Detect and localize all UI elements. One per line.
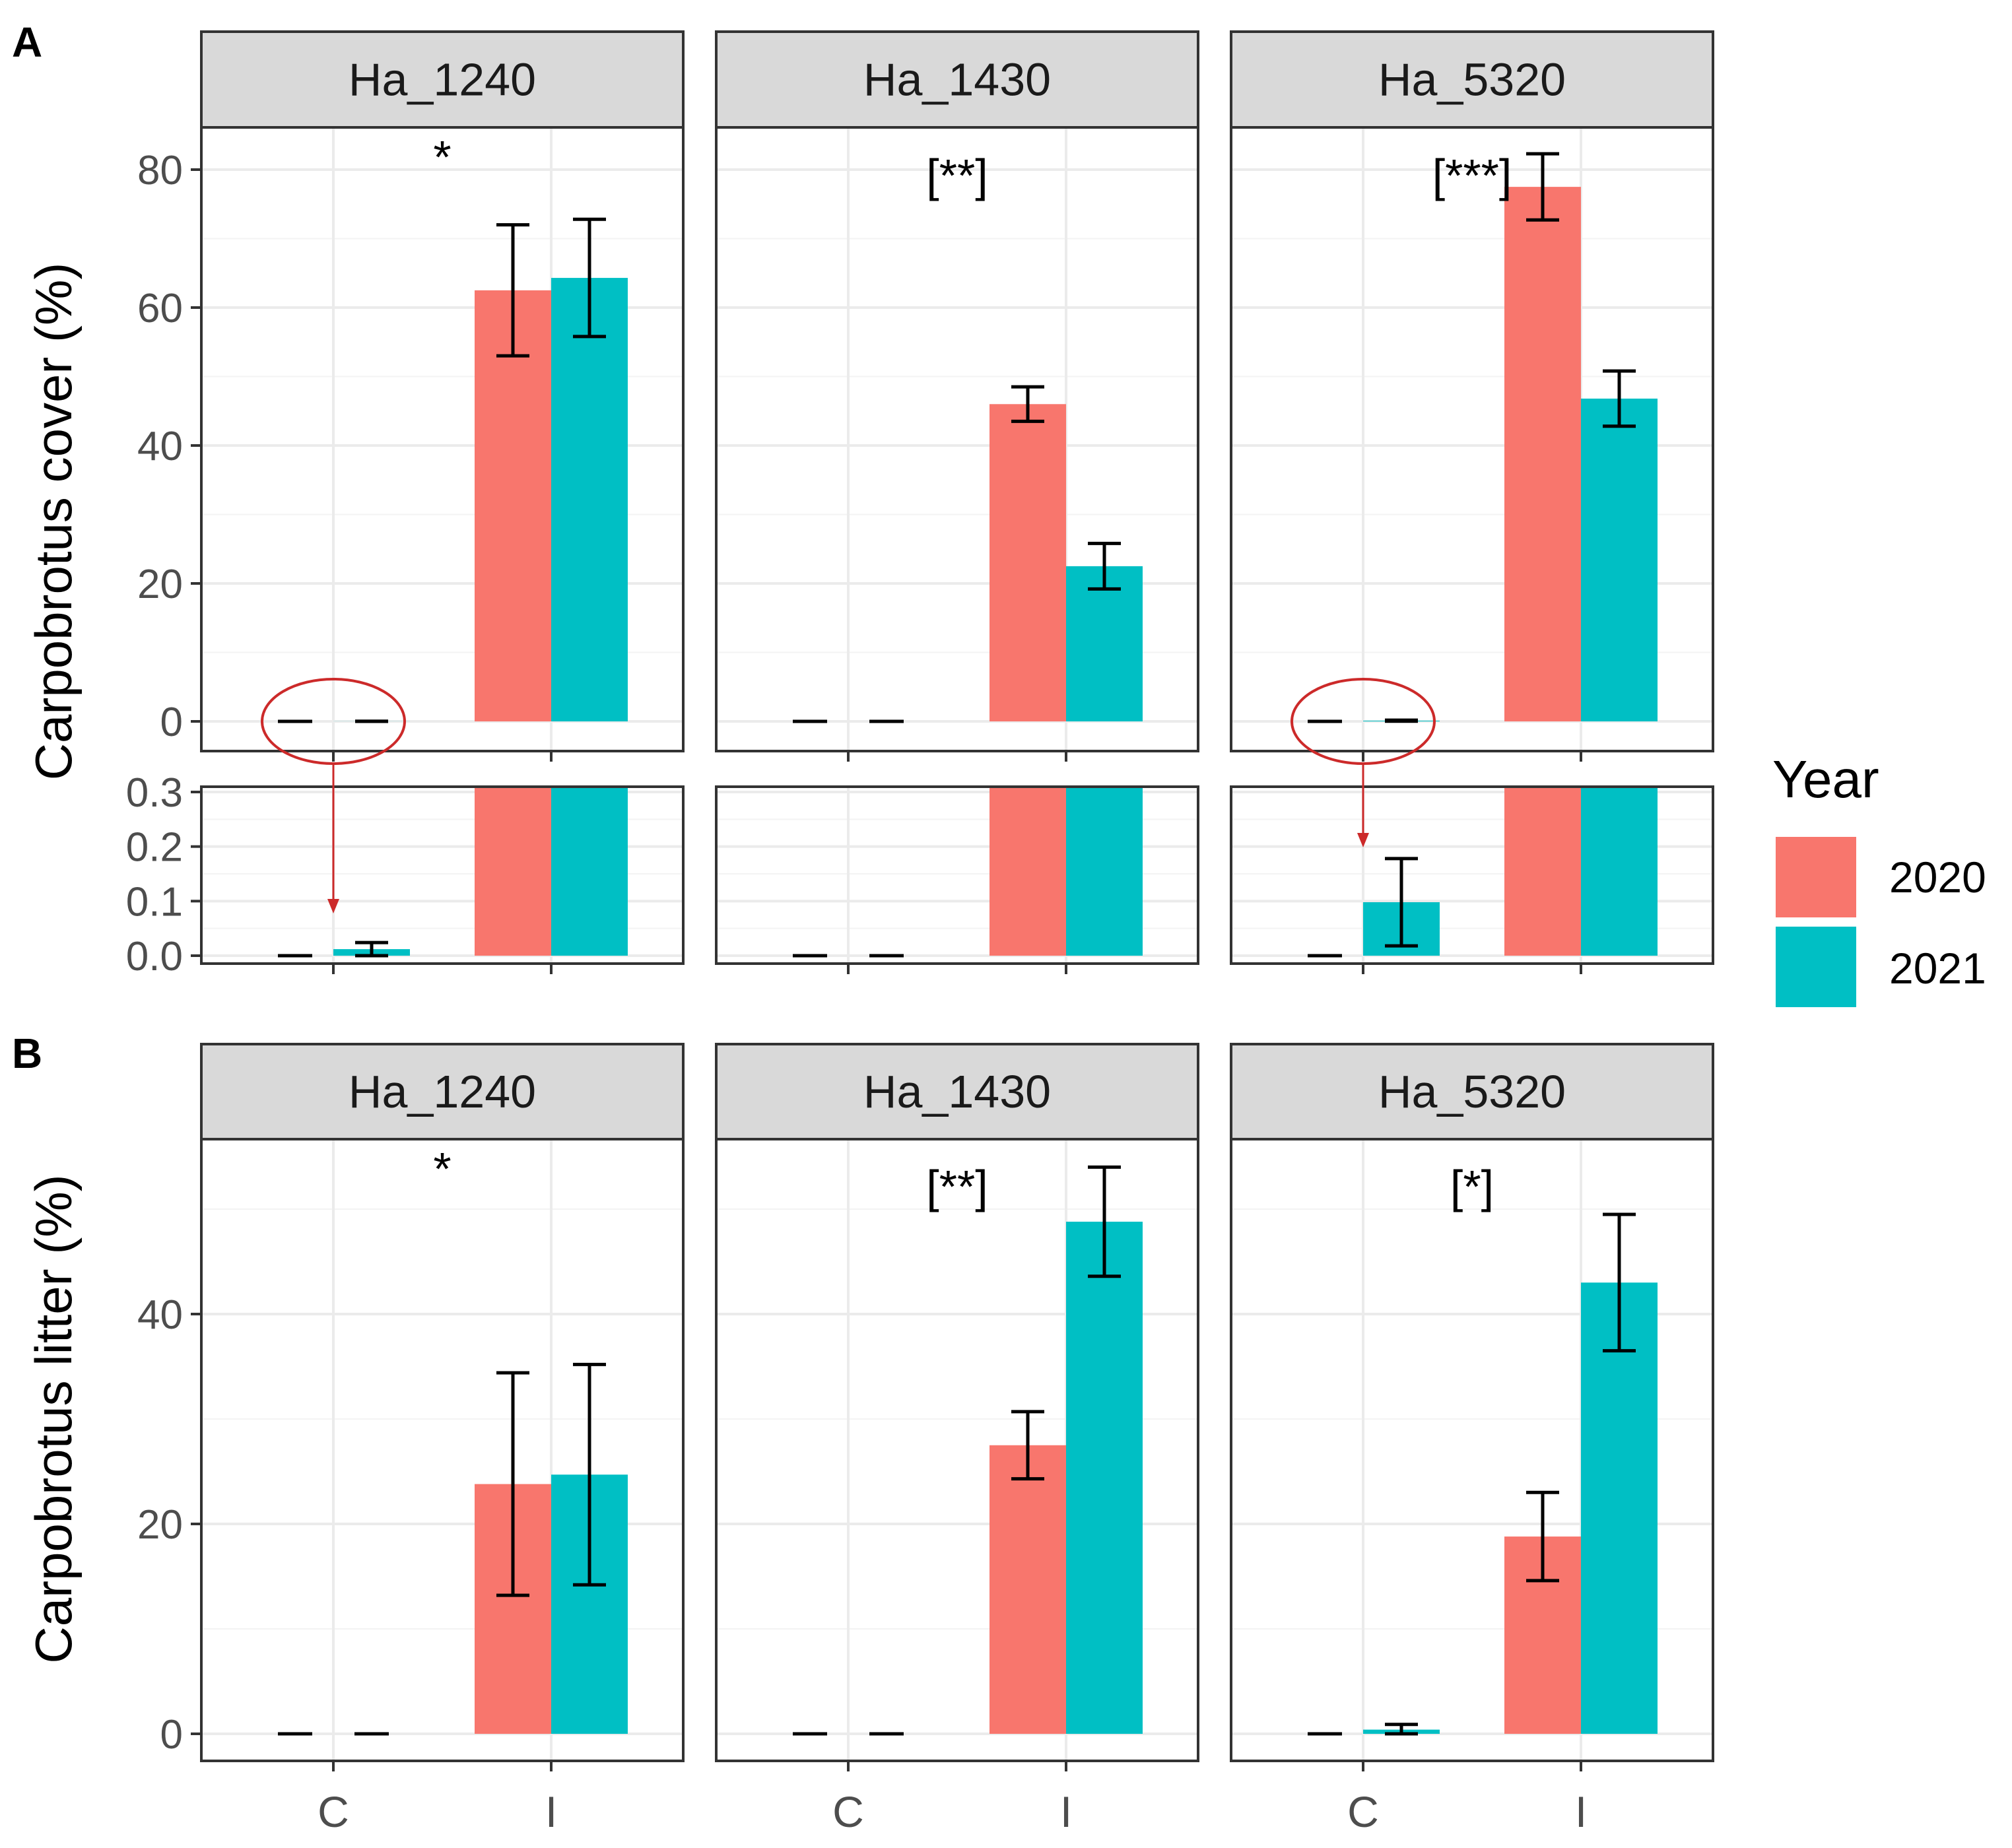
y-tick-label-a-lower: 0.0 [126,934,183,979]
y-tick-label-a-upper: 40 [137,424,183,469]
legend-title: Year [1772,750,1879,808]
arrow-head-icon [327,899,339,913]
significance-label-b-Ha_5320: [*] [1450,1161,1494,1212]
facet-panels: Ha_1240 * Ha_1430 [**] Ha_5320 [***] Ha_1240 * H… [200,30,1714,1762]
significance-label-a-Ha_1240: * [433,131,451,183]
bar-a-upper-Ha_1430-2020-I [989,404,1066,721]
bar-a-upper-Ha_1430-2021-I [1066,566,1143,721]
facet-label-b-Ha_5320: Ha_5320 [1378,1066,1566,1117]
facet-strip-a-Ha_1430 [715,30,1199,129]
panel-frame-b [200,1138,685,1762]
bar-b-Ha_5320-2021-I [1581,1282,1658,1734]
panel-frame-a-upper [1230,126,1714,752]
y-tick-label-a-upper: 80 [137,148,183,193]
y-tick-label-b: 0 [160,1712,183,1758]
panel-frame-a-lower [200,785,685,965]
legend-label-2021: 2021 [1889,944,1986,993]
y-tick-label-b: 20 [137,1502,183,1548]
bar-a-lower-Ha_1240-2021-I [551,787,628,956]
facet-strip-a-Ha_1240 [200,30,685,129]
significance-label-a-Ha_1430: [**] [926,150,988,201]
significance-label-a-Ha_5320: [***] [1432,150,1512,201]
bar-b-Ha_1430-2021-I [1066,1222,1143,1734]
panel-frame-a-upper [715,126,1199,752]
y-tick-label-a-upper: 0 [160,700,183,745]
legend-key-2020 [1776,837,1856,917]
facet-label-a-Ha_5320: Ha_5320 [1378,54,1566,106]
facet-strip-b-Ha_1240 [200,1043,685,1140]
facet-label-a-Ha_1240: Ha_1240 [349,54,536,106]
panel-letter-b: B [12,1030,42,1077]
bar-a-upper-Ha_1240-2021-I [551,278,628,721]
legend: Year 2020 2021 [1772,750,1986,1007]
y-axis-title-cover: Carpobrotus cover (%) [24,263,83,781]
facet-label-a-Ha_1430: Ha_1430 [863,54,1051,106]
significance-label-b-Ha_1430: [**] [926,1161,988,1212]
x-tick-label-C: C [1347,1787,1379,1836]
bar-a-upper-Ha_5320-2021-I [1581,398,1658,721]
x-tick-label-I: I [1575,1787,1587,1836]
bar-a-lower-Ha_1240-2020-I [475,787,551,956]
y-tick-label-a-upper: 60 [137,286,183,331]
x-tick-label-C: C [832,1787,864,1836]
y-tick-label-a-upper: 20 [137,562,183,607]
bar-a-lower-Ha_5320-2021-I [1581,787,1658,956]
arrow-head-icon [1357,833,1369,847]
panel-frame-b [715,1138,1199,1762]
y-tick-label-a-lower: 0.3 [126,770,183,816]
bar-a-lower-Ha_5320-2020-I [1504,787,1581,956]
axis-ticks: 0 20 40 60 80 0.0 0.1 0.2 0.3 0 20 40 C I C I C I [126,148,1587,1836]
y-tick-label-a-lower: 0.2 [126,825,183,871]
y-tick-label-b: 40 [137,1292,183,1338]
x-tick-label-I: I [545,1787,557,1836]
panel-frame-a-lower [1230,785,1714,965]
bar-a-upper-Ha_1240-2020-I [475,290,551,721]
facet-label-b-Ha_1430: Ha_1430 [863,1066,1051,1117]
bar-a-lower-Ha_1430-2020-I [989,787,1066,956]
facet-strip-b-Ha_5320 [1230,1043,1714,1140]
panel-letter-a: A [12,18,42,66]
facet-strip-a-Ha_5320 [1230,30,1714,129]
legend-label-2020: 2020 [1889,853,1986,902]
bar-b-Ha_1430-2020-I [989,1445,1066,1734]
x-tick-label-C: C [318,1787,349,1836]
bar-a-upper-Ha_5320-2020-I [1504,187,1581,721]
legend-key-2021 [1776,927,1856,1007]
panel-frame-b [1230,1138,1714,1762]
significance-label-b-Ha_1240: * [433,1143,451,1195]
facet-label-b-Ha_1240: Ha_1240 [349,1066,536,1117]
x-tick-label-I: I [1060,1787,1072,1836]
y-tick-label-a-lower: 0.1 [126,879,183,925]
bar-a-lower-Ha_1430-2021-I [1066,787,1143,956]
panel-frame-a-lower [715,785,1199,965]
y-axis-title-litter: Carpobrotus litter (%) [24,1174,83,1663]
panel-frame-a-upper [200,126,685,752]
